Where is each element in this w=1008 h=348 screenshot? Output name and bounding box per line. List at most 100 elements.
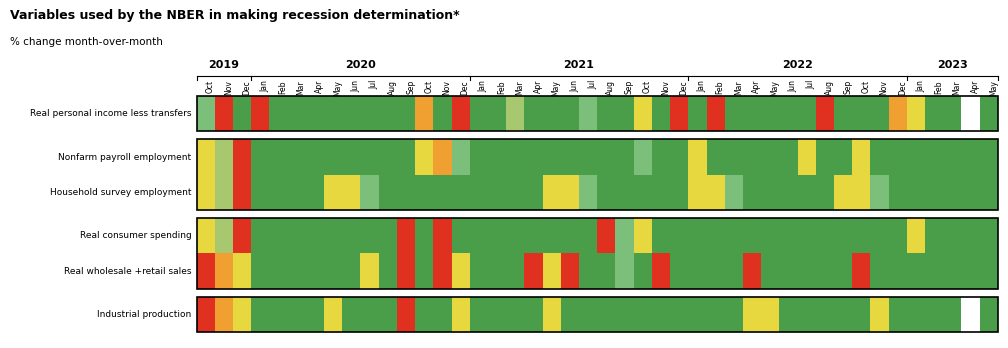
Bar: [797, 96, 815, 131]
Bar: [470, 96, 488, 131]
Bar: [470, 297, 488, 332]
Bar: [324, 140, 343, 175]
Bar: [743, 297, 761, 332]
Bar: [433, 175, 452, 209]
Bar: [616, 175, 634, 209]
Bar: [670, 219, 688, 253]
Bar: [925, 96, 943, 131]
Bar: [524, 253, 542, 288]
Text: 2019: 2019: [209, 60, 239, 70]
Bar: [215, 175, 233, 209]
Bar: [579, 297, 597, 332]
Bar: [215, 219, 233, 253]
Bar: [634, 297, 652, 332]
Text: Jan: Jan: [260, 80, 269, 92]
Bar: [343, 96, 361, 131]
Bar: [305, 297, 324, 332]
Bar: [215, 96, 233, 131]
Bar: [907, 253, 925, 288]
Bar: [670, 140, 688, 175]
Bar: [415, 175, 433, 209]
Bar: [397, 140, 415, 175]
Bar: [834, 219, 852, 253]
Bar: [725, 140, 743, 175]
Bar: [943, 253, 962, 288]
Bar: [925, 297, 943, 332]
Bar: [488, 297, 506, 332]
Bar: [488, 96, 506, 131]
Bar: [452, 253, 470, 288]
Bar: [980, 96, 998, 131]
Bar: [452, 297, 470, 332]
Bar: [852, 96, 871, 131]
Bar: [269, 140, 287, 175]
Bar: [962, 175, 980, 209]
Bar: [269, 175, 287, 209]
Text: Apr: Apr: [314, 80, 324, 93]
Bar: [743, 140, 761, 175]
Bar: [379, 96, 397, 131]
Bar: [597, 175, 616, 209]
Bar: [670, 253, 688, 288]
Bar: [943, 219, 962, 253]
Text: Nov: Nov: [880, 80, 888, 95]
Bar: [871, 219, 889, 253]
Text: Nov: Nov: [443, 80, 452, 95]
Bar: [761, 96, 779, 131]
Bar: [379, 297, 397, 332]
Bar: [343, 219, 361, 253]
Text: Jan: Jan: [479, 80, 488, 92]
Bar: [452, 140, 470, 175]
Bar: [579, 219, 597, 253]
Bar: [233, 96, 251, 131]
Bar: [197, 96, 215, 131]
Bar: [871, 297, 889, 332]
Bar: [197, 140, 215, 175]
Bar: [506, 96, 524, 131]
Text: Sep: Sep: [843, 80, 852, 94]
Bar: [415, 140, 433, 175]
Bar: [725, 219, 743, 253]
Bar: [415, 253, 433, 288]
Bar: [397, 297, 415, 332]
Bar: [251, 253, 269, 288]
Bar: [488, 140, 506, 175]
Bar: [361, 96, 379, 131]
Bar: [797, 219, 815, 253]
Bar: [361, 175, 379, 209]
Text: Feb: Feb: [497, 80, 506, 94]
Text: Dec: Dec: [242, 80, 251, 95]
Text: May: May: [551, 80, 560, 96]
Text: Aug: Aug: [607, 80, 615, 95]
Bar: [506, 297, 524, 332]
Text: 2022: 2022: [782, 60, 813, 70]
Text: Jun: Jun: [570, 80, 579, 92]
Text: Aug: Aug: [388, 80, 397, 95]
Bar: [670, 175, 688, 209]
Bar: [433, 297, 452, 332]
Bar: [470, 175, 488, 209]
Bar: [707, 253, 725, 288]
Bar: [707, 175, 725, 209]
Bar: [506, 219, 524, 253]
Bar: [524, 219, 542, 253]
Bar: [688, 175, 707, 209]
Bar: [452, 96, 470, 131]
Bar: [889, 253, 907, 288]
Bar: [269, 297, 287, 332]
Bar: [943, 175, 962, 209]
Bar: [488, 219, 506, 253]
Bar: [397, 175, 415, 209]
Bar: [634, 219, 652, 253]
Bar: [779, 96, 797, 131]
Bar: [597, 96, 616, 131]
Bar: [251, 140, 269, 175]
Text: Oct: Oct: [424, 80, 433, 93]
Bar: [962, 297, 980, 332]
Bar: [688, 140, 707, 175]
Bar: [343, 175, 361, 209]
Bar: [597, 140, 616, 175]
Bar: [343, 253, 361, 288]
Bar: [197, 253, 215, 288]
Bar: [761, 219, 779, 253]
